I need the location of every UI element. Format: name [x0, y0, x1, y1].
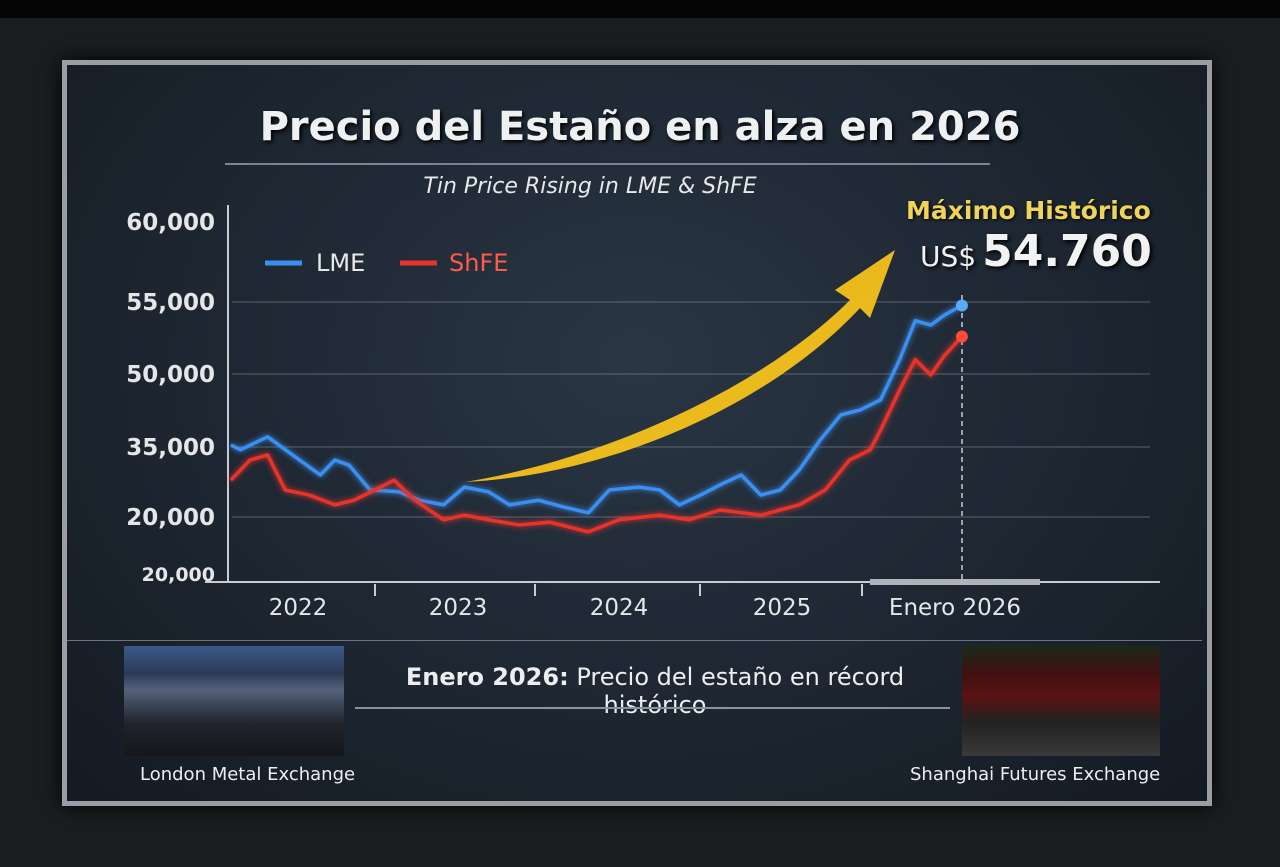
caption-divider [355, 707, 950, 709]
bottom-caption: Enero 2026: Precio del estaño en récord … [355, 663, 955, 719]
endpoint-marker-shfe [955, 330, 968, 343]
bottom-strip [67, 640, 1202, 797]
y-tick-label: 20,000 [142, 564, 215, 586]
chart-subtitle: Tin Price Rising in LME & ShFE [423, 174, 757, 199]
annotation-currency: US$ [920, 240, 977, 273]
x-tick-label: 2025 [753, 595, 812, 621]
x-tick-label: 2022 [269, 595, 328, 621]
exchange-label-shfe: Shanghai Futures Exchange [910, 764, 1161, 785]
y-tick-label: 60,000 [126, 210, 215, 236]
y-tick-label: 55,000 [126, 290, 215, 316]
caption-text: Precio del estaño en récord histórico [576, 663, 905, 719]
series-line-lme [230, 303, 963, 515]
chart-title: Precio del Estaño en alza en 2026 [259, 104, 1021, 150]
caption-date: Enero 2026: [405, 663, 569, 691]
title-divider [225, 163, 990, 165]
endpoint-marker-lme [955, 299, 968, 312]
lme-trading-floor-photo [124, 646, 344, 756]
exchange-label-lme: London Metal Exchange [140, 764, 356, 785]
shfe-trading-board-photo [962, 646, 1160, 756]
top-bar [0, 0, 1280, 18]
x-tick-label: 2023 [429, 595, 488, 621]
annotation-number: 54.760 [982, 226, 1152, 277]
annotation-label: Máximo Histórico [906, 196, 1151, 225]
legend-label-lme: LME [316, 249, 365, 277]
legend: LME ShFE [265, 249, 508, 277]
y-tick-label: 35,000 [126, 435, 215, 461]
y-tick-label: 20,000 [126, 505, 215, 531]
x-tick-label: Enero 2026 [889, 595, 1021, 621]
x-tick-label: 2024 [590, 595, 649, 621]
annotation-value: US$ 54.760 [920, 226, 1152, 277]
legend-label-shfe: ShFE [449, 249, 508, 277]
y-tick-label: 50,000 [126, 362, 215, 388]
